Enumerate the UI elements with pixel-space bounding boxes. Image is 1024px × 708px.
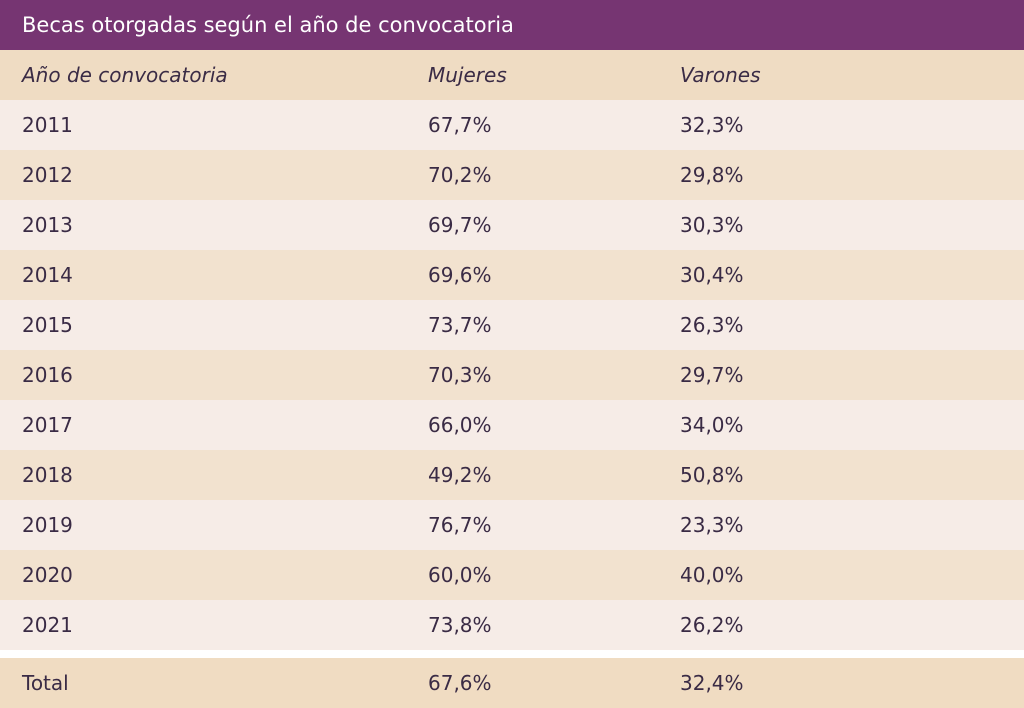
cell-mujeres: 49,2% xyxy=(428,463,492,487)
cell-varones: 30,3% xyxy=(680,213,744,237)
cell-varones: 40,0% xyxy=(680,563,744,587)
cell-mujeres: 73,8% xyxy=(428,613,492,637)
cell-year: 2016 xyxy=(22,363,73,387)
cell-year: 2014 xyxy=(22,263,73,287)
table-row: 2015 73,7% 26,3% xyxy=(0,300,1024,350)
cell-varones: 29,7% xyxy=(680,363,744,387)
table-row: 2019 76,7% 23,3% xyxy=(0,500,1024,550)
header-mujeres: Mujeres xyxy=(428,63,507,87)
cell-year: 2020 xyxy=(22,563,73,587)
table-row: 2014 69,6% 30,4% xyxy=(0,250,1024,300)
cell-varones: 34,0% xyxy=(680,413,744,437)
cell-varones: 26,3% xyxy=(680,313,744,337)
cell-year: 2021 xyxy=(22,613,73,637)
table-row: 2011 67,7% 32,3% xyxy=(0,100,1024,150)
cell-year: 2017 xyxy=(22,413,73,437)
cell-mujeres: 70,3% xyxy=(428,363,492,387)
cell-varones: 29,8% xyxy=(680,163,744,187)
cell-varones: 32,3% xyxy=(680,113,744,137)
total-varones: 32,4% xyxy=(680,671,744,695)
table-row: 2021 73,8% 26,2% xyxy=(0,600,1024,650)
table-total-row: Total 67,6% 32,4% xyxy=(0,658,1024,708)
table-row: 2020 60,0% 40,0% xyxy=(0,550,1024,600)
table-row: 2017 66,0% 34,0% xyxy=(0,400,1024,450)
cell-mujeres: 67,7% xyxy=(428,113,492,137)
cell-year: 2012 xyxy=(22,163,73,187)
cell-varones: 23,3% xyxy=(680,513,744,537)
total-mujeres: 67,6% xyxy=(428,671,492,695)
cell-mujeres: 70,2% xyxy=(428,163,492,187)
table-title: Becas otorgadas según el año de convocat… xyxy=(0,0,1024,50)
cell-year: 2013 xyxy=(22,213,73,237)
cell-mujeres: 60,0% xyxy=(428,563,492,587)
table-body: 2011 67,7% 32,3% 2012 70,2% 29,8% 2013 6… xyxy=(0,100,1024,650)
table-header-row: Año de convocatoria Mujeres Varones xyxy=(0,50,1024,100)
cell-varones: 26,2% xyxy=(680,613,744,637)
cell-varones: 50,8% xyxy=(680,463,744,487)
header-varones: Varones xyxy=(680,63,761,87)
header-year: Año de convocatoria xyxy=(22,63,228,87)
cell-mujeres: 69,6% xyxy=(428,263,492,287)
cell-varones: 30,4% xyxy=(680,263,744,287)
table-row: 2016 70,3% 29,7% xyxy=(0,350,1024,400)
cell-year: 2018 xyxy=(22,463,73,487)
cell-mujeres: 66,0% xyxy=(428,413,492,437)
table-row: 2012 70,2% 29,8% xyxy=(0,150,1024,200)
cell-year: 2011 xyxy=(22,113,73,137)
cell-year: 2015 xyxy=(22,313,73,337)
cell-mujeres: 73,7% xyxy=(428,313,492,337)
cell-mujeres: 69,7% xyxy=(428,213,492,237)
table-row: 2013 69,7% 30,3% xyxy=(0,200,1024,250)
cell-mujeres: 76,7% xyxy=(428,513,492,537)
table-row: 2018 49,2% 50,8% xyxy=(0,450,1024,500)
total-label: Total xyxy=(22,671,69,695)
cell-year: 2019 xyxy=(22,513,73,537)
